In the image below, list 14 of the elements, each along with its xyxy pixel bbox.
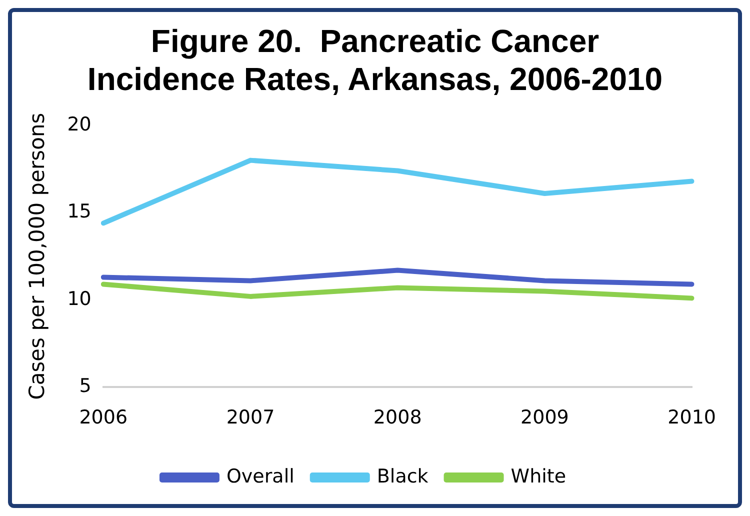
legend-label: Overall (226, 465, 294, 488)
y-axis-title: Cases per 100,000 persons (25, 112, 50, 400)
x-tick-label: 2008 (373, 406, 422, 429)
chart-title: Figure 20. Pancreatic Cancer Incidence Rates, Arkansas, 2006-2010 (86, 22, 664, 99)
x-tick-label: 2006 (79, 406, 128, 429)
y-tick-label: 5 (79, 375, 92, 398)
x-tick-label: 2010 (668, 406, 716, 429)
x-tick-label: 2009 (520, 406, 569, 429)
x-tick-label: 2007 (226, 406, 275, 429)
legend-label: White (510, 465, 566, 488)
y-tick-label: 15 (67, 200, 92, 223)
legend-label: Black (376, 465, 428, 488)
y-tick-label: 10 (67, 288, 92, 310)
y-tick-label: 20 (67, 113, 92, 136)
